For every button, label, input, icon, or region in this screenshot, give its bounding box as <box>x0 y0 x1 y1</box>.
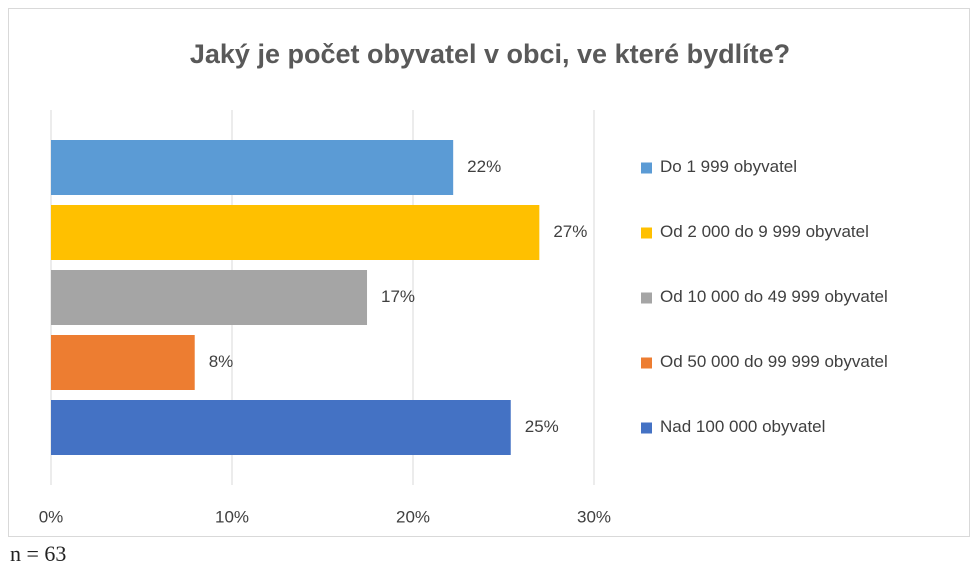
legend-swatch <box>641 422 652 434</box>
legend-label: Od 2 000 do 9 999 obyvatel <box>660 222 869 241</box>
bar <box>51 335 195 390</box>
bar <box>51 400 511 455</box>
legend-label: Od 10 000 do 49 999 obyvatel <box>660 287 888 306</box>
chart-title: Jaký je počet obyvatel v obci, ve které … <box>190 39 790 69</box>
value-label: 22% <box>467 157 501 176</box>
legend-swatch <box>641 357 652 369</box>
bar <box>51 140 454 195</box>
value-label: 25% <box>525 417 559 436</box>
legend-swatch <box>641 227 652 239</box>
x-tick-label: 30% <box>577 507 611 526</box>
legend-swatch <box>641 292 652 304</box>
x-tick-label: 10% <box>215 507 249 526</box>
x-tick-label: 20% <box>396 507 430 526</box>
x-tick-label: 0% <box>39 507 64 526</box>
value-label: 8% <box>209 352 234 371</box>
note: n = 63 <box>10 541 66 566</box>
value-label: 27% <box>553 222 587 241</box>
legend-label: Od 50 000 do 99 999 obyvatel <box>660 352 888 371</box>
value-label: 17% <box>381 287 415 306</box>
bar <box>51 270 368 325</box>
legend-swatch <box>641 162 652 174</box>
bar <box>51 205 540 260</box>
legend-label: Do 1 999 obyvatel <box>660 157 797 176</box>
legend-label: Nad 100 000 obyvatel <box>660 417 825 436</box>
